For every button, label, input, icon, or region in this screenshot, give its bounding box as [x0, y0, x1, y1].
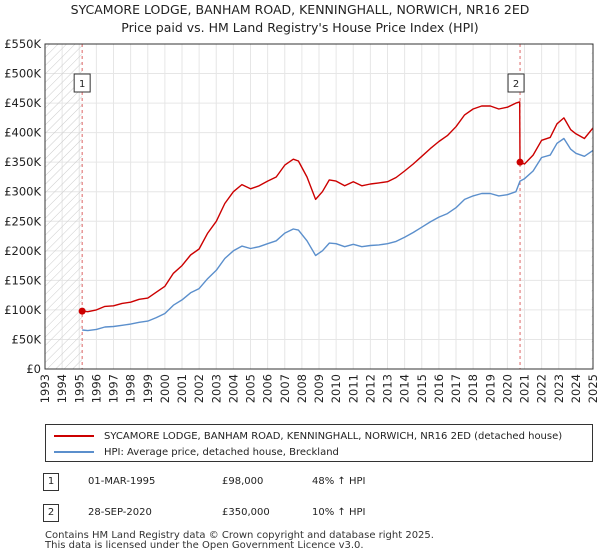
- x-tick-label: 2021: [518, 374, 532, 403]
- sale-number-box: [73, 73, 91, 93]
- x-tick-label: 2009: [312, 374, 326, 403]
- x-tick-label: 2014: [398, 374, 412, 403]
- y-tick-label: £550K: [4, 37, 41, 51]
- plot-frame: [44, 43, 594, 370]
- y-tick-label: £100K: [4, 303, 41, 317]
- footer-line-2: This data is licensed under the Open Gov…: [45, 540, 364, 551]
- x-tick-label: 2007: [278, 374, 292, 403]
- y-tick-label: £450K: [4, 96, 41, 110]
- footer: Contains HM Land Registry data © Crown c…: [45, 531, 434, 551]
- legend-swatch-property: [54, 435, 94, 437]
- sale-point: [78, 307, 86, 315]
- x-tick-label: 2020: [500, 374, 514, 403]
- x-tick-label: 2011: [346, 374, 360, 403]
- sale-number-label: 2: [513, 79, 519, 90]
- x-tick-label: 2006: [261, 374, 275, 403]
- y-tick-label: £50K: [12, 332, 42, 346]
- transaction-row: 2 28-SEP-2020 £350,000 10% ↑ HPI: [0, 504, 600, 526]
- x-tick-label: 2005: [244, 374, 258, 403]
- y-tick-label: £250K: [4, 214, 41, 228]
- y-tick-label: £150K: [4, 273, 41, 287]
- x-tick-label: 2017: [449, 374, 463, 403]
- x-tick-label: 2019: [483, 374, 497, 403]
- x-tick-label: 2015: [415, 374, 429, 403]
- property-price-line: [82, 101, 594, 313]
- x-tick-label: 2010: [329, 374, 343, 403]
- legend-swatch-hpi: [54, 451, 94, 453]
- transaction-hpi: 48% ↑ HPI: [312, 476, 366, 487]
- x-tick-label: 2001: [175, 374, 189, 403]
- x-tick-label: 2004: [226, 374, 240, 403]
- y-tick-label: £300K: [4, 185, 41, 199]
- hatched-region-post: [591, 44, 593, 369]
- x-tick-label: 2025: [586, 374, 600, 403]
- hpi-line: [82, 137, 594, 332]
- x-tick-label: 2022: [535, 374, 549, 403]
- transaction-number: 2: [43, 504, 59, 522]
- y-tick-label: £500K: [4, 67, 41, 81]
- chart-subtitle: Price paid vs. HM Land Registry's House …: [121, 20, 479, 35]
- x-tick-label: 1997: [107, 374, 121, 403]
- y-tick-label: £350K: [4, 155, 41, 169]
- x-tick-label: 1993: [38, 374, 52, 403]
- transaction-date: 01-MAR-1995: [88, 476, 156, 487]
- sale-number-label: 1: [79, 79, 85, 90]
- price-chart: 1 2 £0 £50K £100K £150K £200K £250K £300K £350K £…: [4, 37, 600, 403]
- legend-label-hpi: HPI: Average price, detached house, Brec…: [104, 446, 339, 458]
- x-tick-label: 1996: [89, 374, 103, 403]
- y-tick-label: £0: [26, 362, 41, 376]
- x-tick-label: 2018: [466, 374, 480, 403]
- x-tick-label: 2003: [209, 374, 223, 403]
- x-tick-label: 2000: [158, 374, 172, 403]
- x-tick-label: 1995: [72, 374, 86, 403]
- legend-item-hpi: HPI: Average price, detached house, Brec…: [54, 444, 339, 460]
- x-tick-label: 1999: [141, 374, 155, 403]
- legend-label-property: SYCAMORE LODGE, BANHAM ROAD, KENNINGHALL…: [104, 430, 563, 442]
- x-tick-label: 1998: [124, 374, 138, 403]
- y-tick-label: £400K: [4, 126, 41, 140]
- x-tick-label: 2013: [381, 374, 395, 403]
- y-tick-label: £200K: [4, 244, 41, 258]
- transaction-number: 1: [43, 473, 59, 491]
- transaction-price: £350,000: [222, 507, 270, 518]
- x-tick-label: 2002: [192, 374, 206, 403]
- transaction-date: 28-SEP-2020: [88, 507, 152, 518]
- transaction-price: £98,000: [222, 476, 264, 487]
- x-tick-label: 2023: [552, 374, 566, 403]
- sale-point: [516, 158, 524, 166]
- transaction-row: 1 01-MAR-1995 £98,000 48% ↑ HPI: [0, 473, 600, 495]
- hatched-region-pre: [45, 44, 83, 369]
- x-tick-label: 2024: [569, 374, 583, 403]
- footer-line-1: Contains HM Land Registry data © Crown c…: [45, 530, 434, 541]
- x-tick-label: 1994: [55, 374, 69, 403]
- x-tick-label: 2016: [432, 374, 446, 403]
- transaction-hpi: 10% ↑ HPI: [312, 507, 366, 518]
- x-tick-label: 2012: [363, 374, 377, 403]
- chart-title: SYCAMORE LODGE, BANHAM ROAD, KENNINGHALL…: [70, 2, 530, 17]
- sale-number-box: [507, 73, 525, 93]
- legend: SYCAMORE LODGE, BANHAM ROAD, KENNINGHALL…: [45, 424, 593, 462]
- x-tick-label: 2008: [295, 374, 309, 403]
- legend-item-property: SYCAMORE LODGE, BANHAM ROAD, KENNINGHALL…: [54, 428, 562, 444]
